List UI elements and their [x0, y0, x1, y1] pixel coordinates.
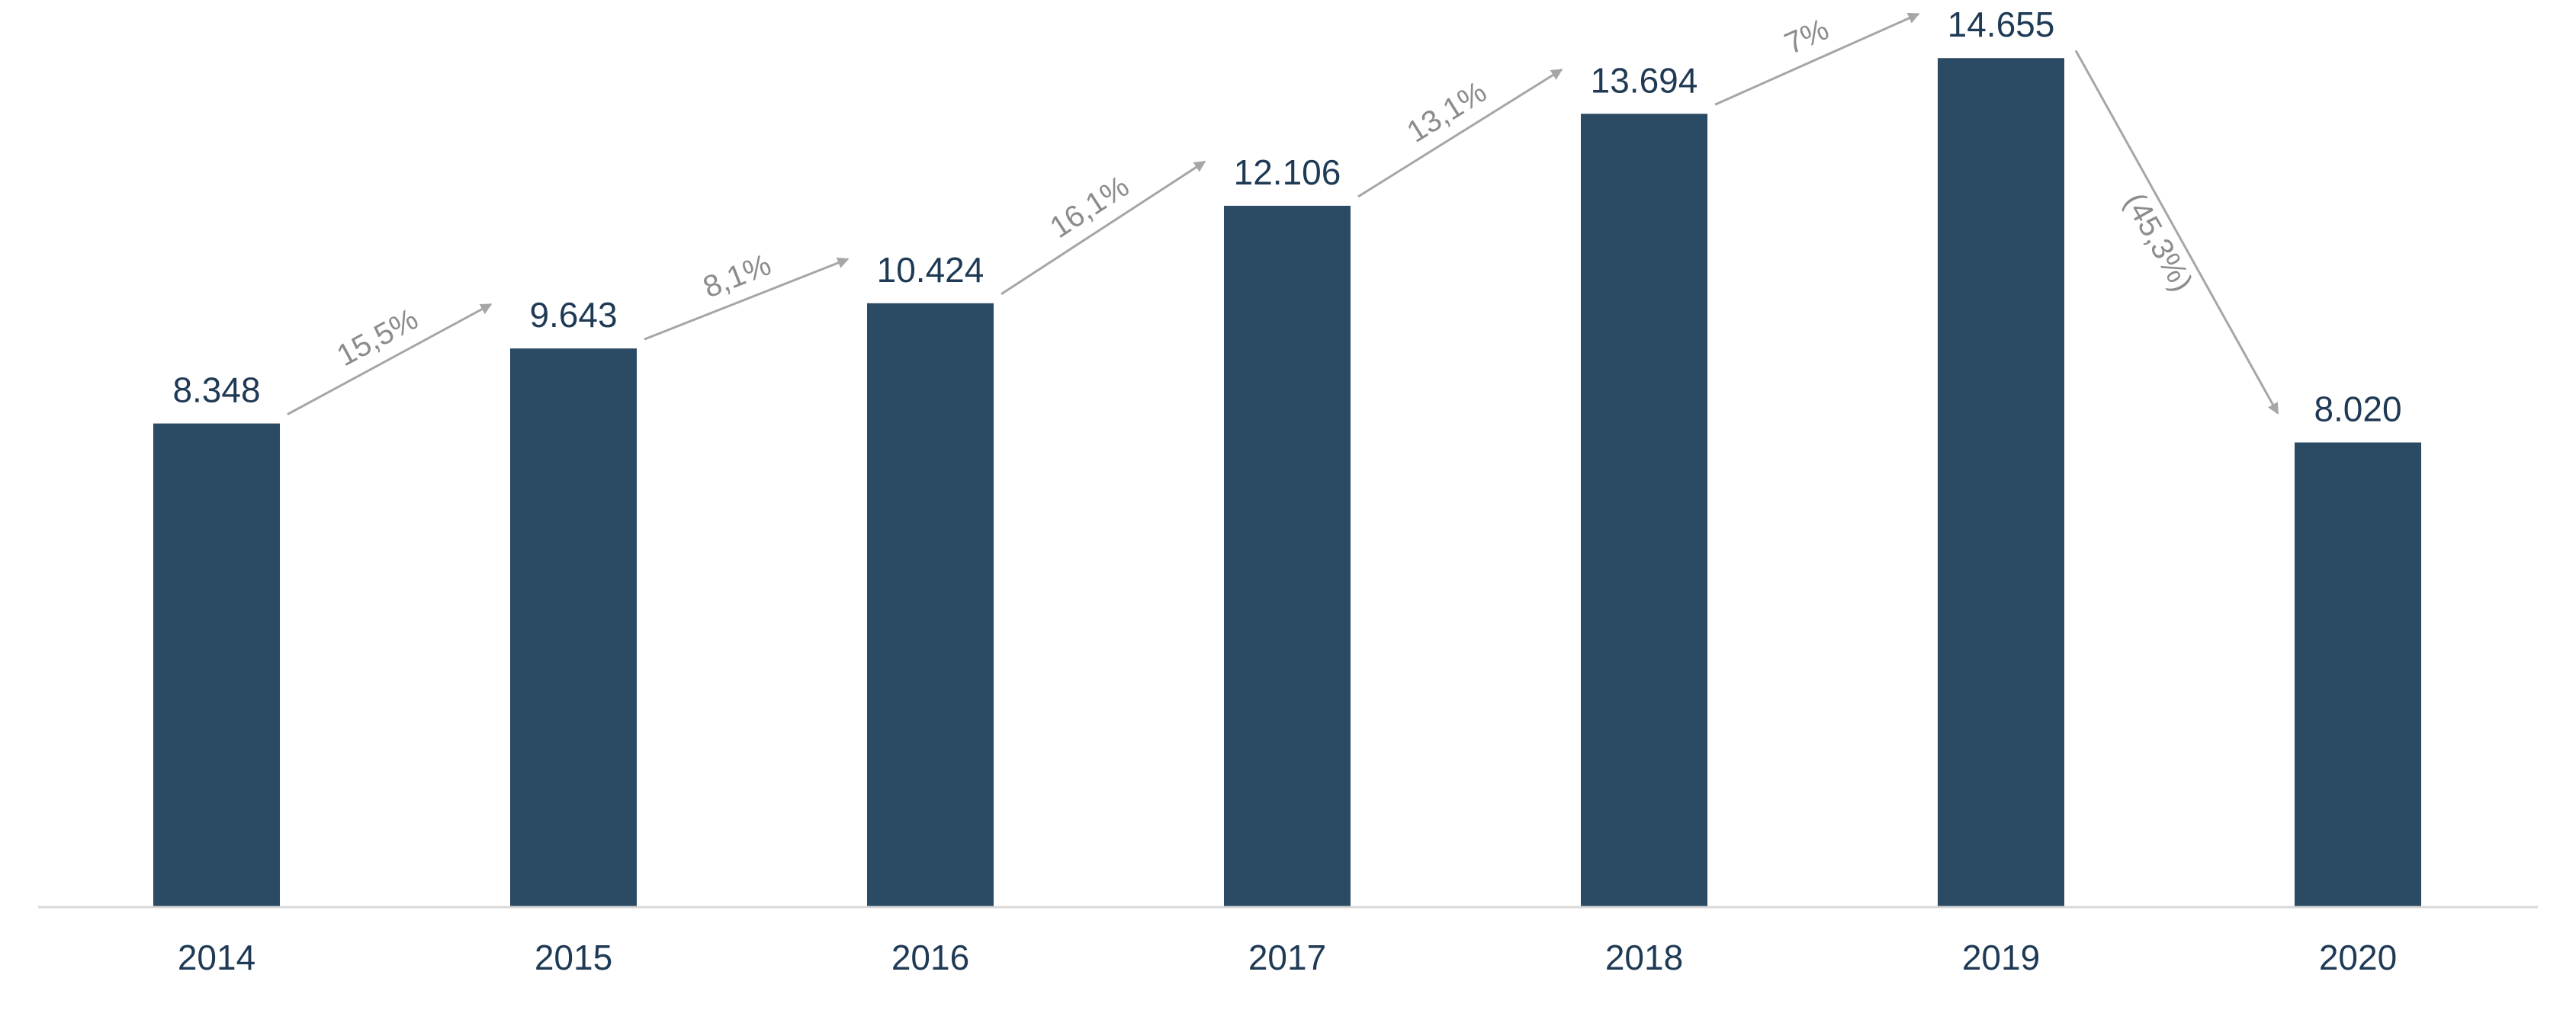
x-tick-2019: 2019 — [1962, 938, 2040, 977]
bar-2018 — [1581, 114, 1707, 908]
data-label-2016: 10.424 — [877, 250, 984, 290]
data-label-2017: 12.106 — [1234, 152, 1341, 192]
data-label-2018: 13.694 — [1591, 60, 1698, 100]
x-tick-2016: 2016 — [891, 938, 969, 977]
bar-2020 — [2295, 442, 2421, 907]
data-label-2015: 9.643 — [529, 295, 617, 335]
growth-label-2019-2020: (45,3%) — [2118, 188, 2199, 297]
growth-label-2014-2015: 15,5% — [332, 302, 424, 373]
growth-label-2017-2018: 13,1% — [1402, 75, 1493, 149]
growth-arrow-2018-2019 — [1714, 12, 1920, 106]
data-label-2020: 8.020 — [2314, 389, 2401, 428]
x-tick-2017: 2017 — [1248, 938, 1326, 977]
x-tick-2018: 2018 — [1605, 938, 1683, 977]
bar-2019 — [1938, 58, 2064, 908]
data-label-2014: 8.348 — [172, 370, 260, 410]
growth-arrow-2016-2017 — [1001, 160, 1206, 296]
growth-label-2015-2016: 8,1% — [699, 248, 776, 304]
x-tick-labels-layer: 2014 2015 2016 2017 2018 2019 2020 — [178, 938, 2397, 977]
x-tick-2015: 2015 — [535, 938, 612, 977]
value-labels-layer: 8.348 9.643 10.424 12.106 13.694 14.655 8.020 — [172, 5, 2401, 428]
growth-arrow-2014-2015 — [287, 303, 493, 415]
growth-arrow-2019-2020 — [2074, 50, 2279, 415]
growth-arrow-2015-2016 — [644, 257, 850, 341]
x-tick-2014: 2014 — [178, 938, 255, 977]
growth-arrows-layer — [287, 12, 2279, 415]
bar-2015 — [510, 348, 637, 908]
bar-2016 — [867, 303, 994, 907]
growth-label-2018-2019: 7% — [1780, 12, 1834, 61]
growth-arrow-2017-2018 — [1357, 68, 1563, 198]
data-label-2019: 14.655 — [1948, 5, 2055, 44]
growth-label-2016-2017: 16,1% — [1044, 169, 1135, 245]
bar-2017 — [1224, 205, 1351, 908]
x-tick-2020: 2020 — [2319, 938, 2397, 977]
bars-layer — [153, 58, 2421, 908]
bar-2014 — [153, 423, 280, 907]
